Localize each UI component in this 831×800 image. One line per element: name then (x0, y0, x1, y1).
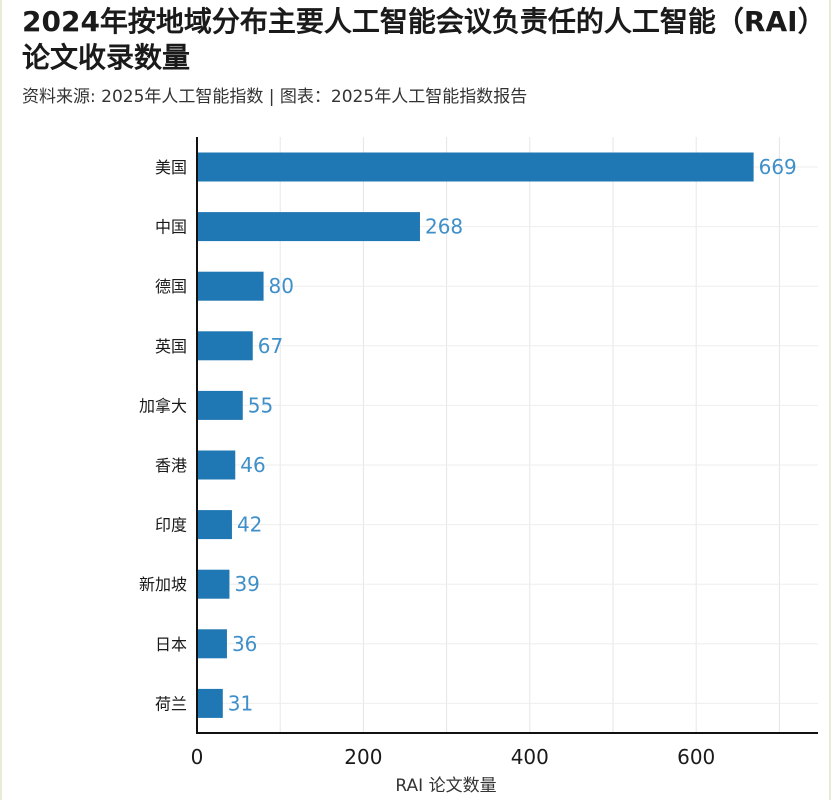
category-label: 中国 (155, 218, 187, 237)
bar (197, 569, 230, 599)
bar (197, 688, 223, 718)
frame-left (0, 0, 2, 800)
value-label: 268 (425, 215, 463, 239)
category-label: 荷兰 (155, 694, 187, 713)
tick-labels: 0 200 400 600 (191, 745, 716, 769)
x-tick-label: 400 (511, 745, 549, 769)
bar (197, 271, 264, 301)
category-label: 香港 (155, 456, 187, 475)
x-tick-label: 600 (677, 745, 715, 769)
x-tick-label: 0 (191, 745, 204, 769)
bar (197, 450, 236, 480)
bar (197, 212, 420, 242)
category-label: 美国 (155, 158, 187, 177)
bar (197, 390, 243, 420)
x-axis-title: RAI 论文数量 (395, 776, 496, 796)
bar (197, 152, 754, 182)
grid-lines (197, 137, 818, 733)
chart-source: 资料来源: 2025年人工智能指数 | 图表：2025年人工智能指数报告 (22, 87, 528, 107)
value-label: 669 (759, 155, 797, 179)
value-label: 46 (240, 453, 265, 477)
value-label: 67 (258, 334, 283, 358)
bar (197, 629, 227, 659)
chart-title: 2024年按地域分布主要人工智能会议负责任的人工智能（RAI）论文收录数量 (22, 5, 812, 74)
frame-right (829, 0, 831, 800)
bar (197, 331, 253, 361)
value-label: 42 (237, 513, 262, 537)
value-label: 36 (232, 632, 257, 656)
value-label: 39 (234, 572, 259, 596)
value-label: 31 (228, 691, 253, 715)
category-label: 德国 (155, 277, 187, 296)
bar (197, 510, 232, 540)
x-tick-label: 200 (344, 745, 382, 769)
category-label: 英国 (155, 337, 187, 356)
value-label: 80 (269, 274, 294, 298)
category-label: 日本 (155, 635, 187, 654)
category-label: 新加坡 (139, 575, 187, 594)
axes (196, 137, 818, 734)
value-label: 55 (248, 393, 273, 417)
value-labels: 669 268 80 67 55 46 42 39 36 31 (228, 155, 797, 715)
category-label: 印度 (155, 516, 187, 535)
bars (197, 152, 754, 718)
category-label: 加拿大 (139, 396, 187, 415)
